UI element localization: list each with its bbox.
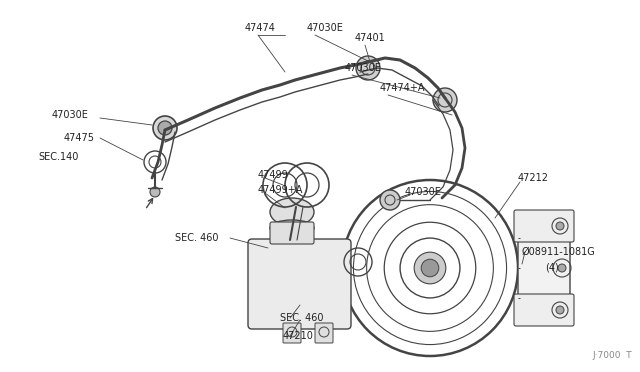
Text: 47030E: 47030E (52, 110, 89, 120)
Circle shape (433, 88, 457, 112)
Text: 47212: 47212 (518, 173, 549, 183)
FancyBboxPatch shape (315, 323, 333, 343)
Circle shape (414, 252, 446, 284)
Text: 47499+A: 47499+A (258, 185, 303, 195)
Circle shape (421, 259, 439, 277)
Text: SEC.140: SEC.140 (38, 152, 78, 162)
Circle shape (556, 306, 564, 314)
Text: 47401: 47401 (355, 33, 386, 43)
Text: 47030E: 47030E (307, 23, 344, 33)
Text: 47474+A: 47474+A (380, 83, 426, 93)
Circle shape (380, 190, 400, 210)
Text: SEC. 460: SEC. 460 (280, 313, 323, 323)
Ellipse shape (270, 220, 314, 236)
FancyBboxPatch shape (514, 294, 574, 326)
Text: 47474: 47474 (245, 23, 276, 33)
Circle shape (150, 187, 160, 197)
FancyBboxPatch shape (514, 210, 574, 242)
Ellipse shape (270, 198, 314, 226)
FancyBboxPatch shape (270, 222, 314, 244)
Circle shape (158, 121, 172, 135)
Text: (4): (4) (545, 262, 559, 272)
Text: 47499: 47499 (258, 170, 289, 180)
Text: 47210: 47210 (283, 331, 314, 341)
Text: 47030E: 47030E (345, 63, 382, 73)
Circle shape (356, 56, 380, 80)
FancyBboxPatch shape (518, 214, 570, 322)
Circle shape (153, 116, 177, 140)
Text: 47475: 47475 (64, 133, 95, 143)
Text: Ø08911-1081G: Ø08911-1081G (522, 247, 596, 257)
FancyBboxPatch shape (283, 323, 301, 343)
Text: J·7000  T: J·7000 T (593, 351, 632, 360)
FancyBboxPatch shape (248, 239, 351, 329)
Text: SEC. 460: SEC. 460 (175, 233, 218, 243)
Text: 47030E: 47030E (405, 187, 442, 197)
Circle shape (556, 222, 564, 230)
Circle shape (558, 264, 566, 272)
